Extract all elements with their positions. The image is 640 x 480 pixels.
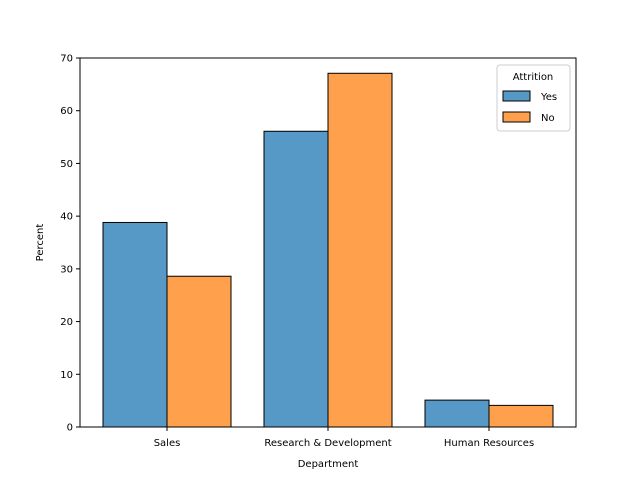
y-axis: 0 10 20 30 40 50 60 70 — [60, 54, 80, 434]
x-tick-label: Sales — [154, 438, 181, 449]
bars-group — [102, 72, 554, 428]
legend-swatch-yes — [502, 90, 531, 102]
legend-label-yes: Yes — [540, 92, 557, 103]
x-axis: Sales Research & Development Human Resourc… — [154, 427, 534, 449]
bar-yes-sales — [102, 221, 168, 428]
bar-no-research-development — [327, 72, 393, 428]
legend: Attrition Yes No — [496, 64, 571, 132]
legend-title: Attrition — [513, 72, 554, 83]
y-tick-label: 40 — [60, 212, 73, 223]
legend-label-no: No — [541, 113, 555, 124]
bar-yes-human-resources — [424, 399, 490, 428]
x-tick-label: Human Resources — [444, 438, 534, 449]
y-tick-label: 20 — [60, 317, 73, 328]
y-axis-label: Percent — [35, 224, 46, 262]
x-tick-label: Research & Development — [264, 438, 391, 449]
legend-swatch-no — [502, 111, 531, 123]
x-axis-label: Department — [298, 459, 359, 470]
bar-yes-research-development — [263, 130, 329, 428]
y-tick-label: 30 — [60, 264, 73, 275]
y-tick-label: 60 — [60, 106, 73, 117]
bar-no-sales — [166, 275, 232, 428]
y-tick-label: 70 — [60, 54, 73, 65]
y-tick-label: 10 — [60, 370, 73, 381]
y-tick-label: 50 — [60, 159, 73, 170]
bar-no-human-resources — [488, 404, 554, 428]
y-tick-label: 0 — [67, 423, 73, 434]
